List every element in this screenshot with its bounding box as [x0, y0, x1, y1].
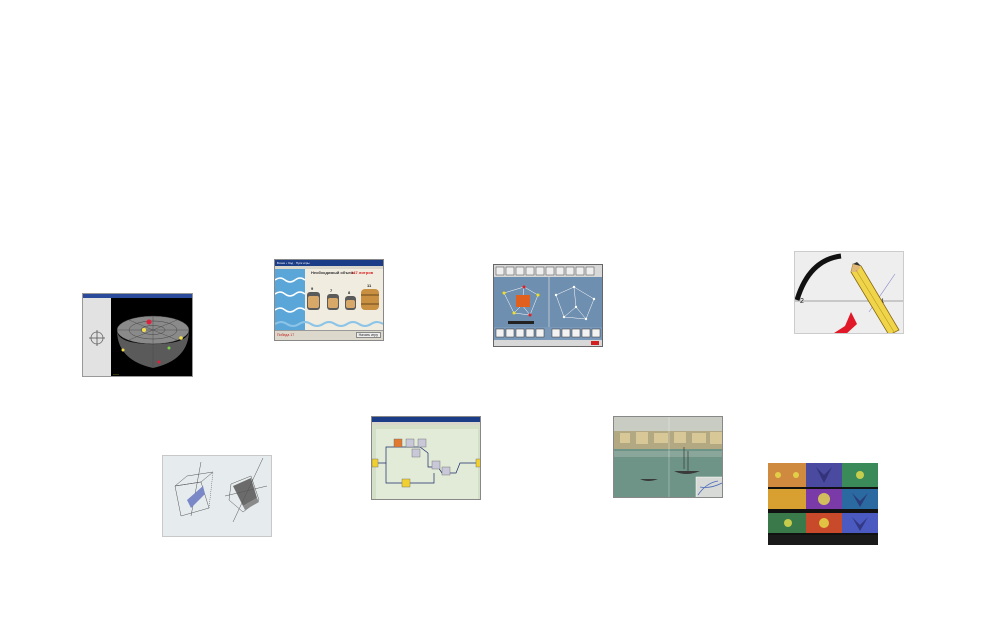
- status-bar: [494, 340, 602, 346]
- barrel-label: 9: [311, 286, 314, 291]
- compass-icon: [88, 329, 106, 347]
- ornaments-thumbnail: [768, 463, 878, 545]
- window-titlebar: [372, 417, 480, 422]
- start-game-button[interactable]: Начать игру: [355, 332, 381, 338]
- globe-thumbnail: ——: [82, 293, 193, 377]
- svg-text:1: 1: [881, 299, 885, 305]
- flowchart-canvas: [372, 429, 480, 499]
- menu-bar: [275, 266, 383, 269]
- globe-view: ——: [111, 298, 192, 376]
- volume-heading: Необходимый объем:: [311, 270, 355, 275]
- waves-illustration: [275, 277, 383, 327]
- window-titlebar: [83, 294, 192, 298]
- geometry-3d-thumbnail: [162, 455, 272, 537]
- tool-strip-bottom: [494, 327, 602, 340]
- flowchart-thumbnail: [371, 416, 481, 500]
- pencil-geometry-thumbnail: 2 1: [794, 251, 904, 334]
- svg-text:——: ——: [113, 372, 119, 376]
- graph-canvas: [502, 277, 596, 333]
- barrel-label: 7: [330, 288, 333, 293]
- sea-background: [275, 269, 305, 330]
- tool-strip-top: [494, 265, 602, 277]
- window-title: Бочки • Ход · Пуск игры: [277, 261, 310, 265]
- left-panel: [83, 298, 112, 376]
- barrel-label: 11: [367, 283, 372, 288]
- menu-bar: [372, 422, 480, 425]
- graph-editor-thumbnail: [493, 264, 603, 347]
- volume-value: 147 литров: [351, 270, 374, 275]
- close-button[interactable]: [591, 341, 599, 345]
- pencil-icon: [850, 262, 900, 333]
- status-score: Победа 17: [277, 333, 295, 337]
- window-titlebar: Бочки • Ход · Пуск игры: [275, 260, 383, 266]
- painting-thumbnail: [613, 416, 723, 498]
- status-bar: Победа 17 Начать игру: [275, 330, 383, 340]
- svg-text:2: 2: [800, 298, 804, 305]
- barrel-label: 8: [348, 290, 351, 295]
- barrels-thumbnail: Бочки • Ход · Пуск игры Необходимый объе…: [274, 259, 384, 341]
